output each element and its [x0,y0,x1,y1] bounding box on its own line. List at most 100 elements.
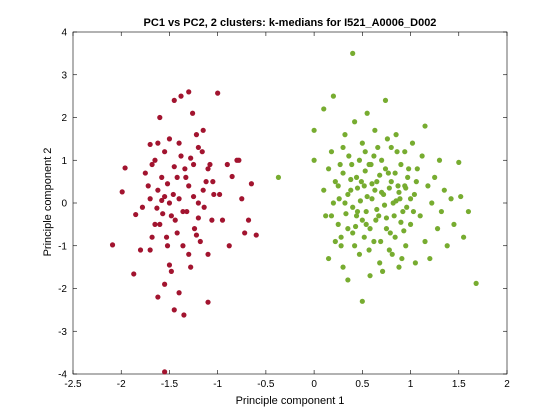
cluster-2-point [366,247,372,253]
cluster-2-point [364,110,370,116]
cluster-2-point [388,144,394,151]
cluster-2-point [417,213,423,219]
cluster-2-point [461,234,467,240]
cluster-2-point [402,183,408,189]
x-tick-label: 1.5 [452,379,466,390]
cluster-2-point [386,247,392,253]
cluster-1-point [195,144,201,151]
cluster-1-point [172,217,178,223]
cluster-2-point [345,226,351,232]
cluster-1-point [174,230,180,236]
cluster-1-point [145,183,151,189]
cluster-1-point [239,196,245,202]
cluster-2-point [394,149,400,155]
cluster-1-point [157,221,163,227]
cluster-2-point [377,260,383,266]
cluster-2-point [379,157,385,163]
cluster-2-point [375,144,381,151]
cluster-2-point [348,176,354,183]
cluster-2-point [354,185,361,191]
chart-title: PC1 vs PC2, 2 clusters: k-medians for I5… [144,17,437,29]
cluster-1-point [171,164,177,170]
cluster-2-point [379,189,385,195]
x-tick-label: -2.5 [64,379,82,390]
cluster-1-point [155,294,161,300]
cluster-2-point [384,136,391,142]
cluster-2-point [330,200,336,206]
cluster-1-point [236,157,242,163]
cluster-2-point [392,170,398,176]
cluster-2-point [427,255,433,262]
cluster-2-point [362,168,368,174]
y-axis-label: Principle component 2 [42,148,54,257]
cluster-1-point [152,157,158,163]
cluster-1-point [162,281,168,287]
cluster-2-point [372,127,378,133]
cluster-2-point [382,166,389,172]
cluster-1-point [205,251,211,257]
cluster-2-point [411,191,418,198]
cluster-1-point [162,149,168,155]
cluster-2-point [399,255,405,262]
cluster-1-point [133,211,139,218]
cluster-1-point [139,204,146,210]
cluster-2-point [372,187,378,193]
cluster-2-point [332,179,338,185]
cluster-2-point [419,153,425,159]
cluster-2-point [328,213,335,219]
cluster-1-point [147,247,153,253]
cluster-2-point [325,255,332,262]
cluster-2-point [407,196,414,202]
cluster-2-point [369,196,375,202]
cluster-2-point [364,193,370,200]
cluster-1-point [162,369,168,375]
cluster-1-point [163,234,170,240]
cluster-2-point [382,97,389,103]
y-tick-label: 2 [61,113,67,124]
cluster-2-point [335,183,341,189]
cluster-2-point [403,243,409,249]
cluster-2-point [410,208,417,215]
cluster-2-point [369,181,375,187]
cluster-2-point [340,264,346,270]
cluster-2-point [361,234,367,240]
cluster-1-point [149,234,155,240]
x-axis-label: Principle component 1 [236,395,345,407]
cluster-1-point [245,217,252,223]
cluster-2-point [386,185,392,191]
cluster-1-point [137,247,144,253]
cluster-1-point [209,217,215,223]
cluster-1-point [162,193,168,200]
cluster-1-point [181,312,187,318]
cluster-2-point [432,174,438,180]
cluster-2-point [350,50,356,56]
cluster-2-point [398,161,404,168]
x-tick-label: -0.5 [257,379,275,390]
cluster-2-point [352,223,359,230]
cluster-1-point [183,174,189,180]
cluster-2-point [359,298,365,304]
cluster-2-point [381,202,388,208]
plot-frame [72,31,508,375]
cluster-2-point [473,280,479,286]
cluster-1-point [159,197,165,204]
cluster-1-point [168,268,174,274]
cluster-2-point [383,215,390,221]
plot-area [72,31,508,375]
cluster-2-point [407,221,414,227]
cluster-2-point [438,208,445,215]
cluster-2-point [340,170,346,176]
cluster-1-point [166,136,173,142]
x-tick-label: 1 [408,379,414,390]
cluster-2-point [350,204,356,210]
cluster-1-point [184,208,190,215]
cluster-1-point [155,140,161,146]
y-axis-ticks: -4 -3 -2 -1 0 1 2 3 4 [58,28,507,381]
cluster-2-point [363,208,369,215]
x-tick-label: -1.5 [161,379,179,390]
cluster-1-point [200,187,206,193]
cluster-2-point [392,234,398,240]
cluster-1-point [178,153,184,159]
cluster-2-point [395,183,401,189]
x-tick-label: 0 [311,379,317,390]
